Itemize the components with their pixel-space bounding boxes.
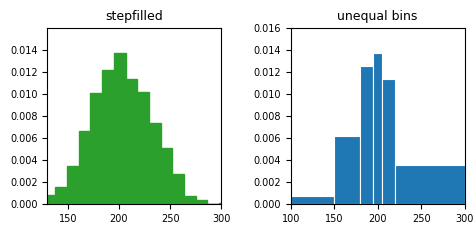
- Bar: [291, 196, 334, 204]
- Bar: [382, 79, 395, 204]
- Bar: [360, 66, 374, 204]
- Bar: [374, 53, 382, 204]
- Title: stepfilled: stepfilled: [105, 10, 163, 23]
- Polygon shape: [9, 53, 243, 204]
- Bar: [395, 165, 465, 204]
- Bar: [334, 136, 360, 204]
- Title: unequal bins: unequal bins: [337, 10, 418, 23]
